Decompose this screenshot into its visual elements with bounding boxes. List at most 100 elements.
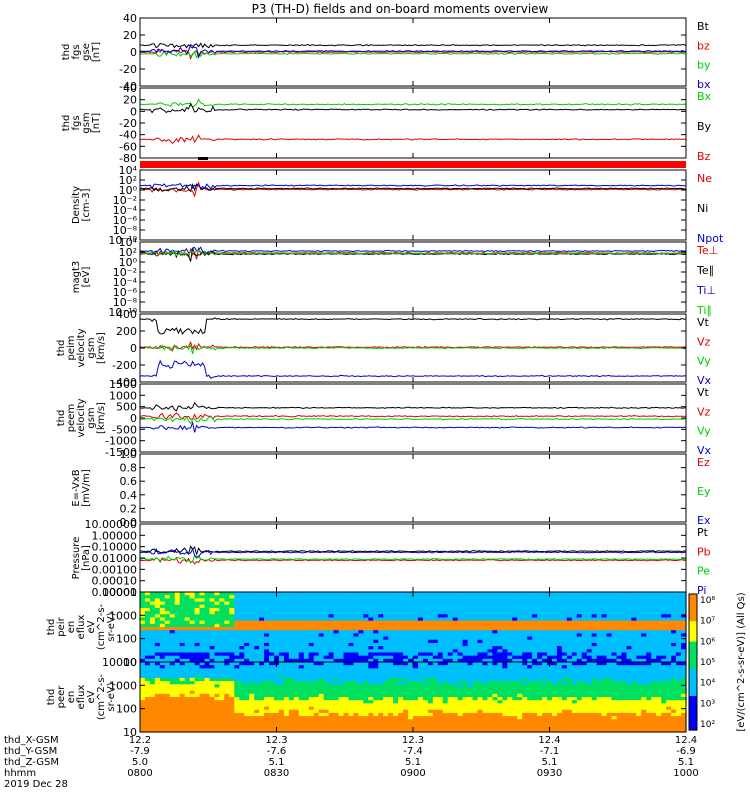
spectrogram-cell bbox=[542, 725, 548, 730]
legend-label: Vx bbox=[697, 444, 712, 457]
spectrogram-cell bbox=[413, 627, 419, 631]
spectrogram-cell bbox=[447, 709, 454, 714]
spectrogram-cell bbox=[368, 617, 374, 622]
spectrogram-cell bbox=[328, 630, 335, 634]
y-axis-label-line: fgs bbox=[71, 44, 82, 59]
y-axis-label-line: thd bbox=[61, 44, 72, 61]
spectrogram-cell bbox=[403, 627, 409, 631]
spectrogram-cell bbox=[681, 601, 687, 606]
spectrogram-cell bbox=[532, 639, 538, 644]
spectrogram-cell bbox=[512, 684, 518, 689]
spectrogram-cell bbox=[561, 700, 568, 704]
spectrogram-cell bbox=[467, 598, 474, 603]
spectrogram-cell bbox=[492, 636, 498, 641]
spectrogram-cell bbox=[621, 687, 628, 692]
spectrogram-cell bbox=[472, 687, 479, 692]
spectrogram-cell bbox=[144, 617, 151, 622]
spectrogram-cell bbox=[204, 684, 211, 689]
y-tick-label: -1000 bbox=[105, 435, 137, 448]
spectrogram-cell bbox=[611, 716, 618, 720]
spectrogram-cell bbox=[422, 636, 429, 641]
spectrogram-cell bbox=[144, 655, 151, 660]
spectrogram-cell bbox=[209, 642, 216, 647]
spectrogram-cell bbox=[274, 639, 280, 644]
spectrogram-cell bbox=[298, 614, 305, 619]
spectrogram-cell bbox=[571, 681, 578, 685]
spectrogram-cell bbox=[611, 633, 618, 638]
spectrogram-cell bbox=[606, 703, 613, 708]
spectrogram-cell bbox=[274, 709, 280, 714]
y-axis-label-line: velocity bbox=[76, 398, 87, 437]
spectrogram-cell bbox=[507, 716, 513, 720]
spectrogram-cell bbox=[283, 693, 290, 698]
spectrogram-cell bbox=[338, 592, 345, 596]
spectrogram-cell bbox=[164, 668, 171, 673]
spectrogram-cell bbox=[437, 709, 444, 714]
spectrogram-cell bbox=[259, 719, 265, 724]
spectrogram-cell bbox=[507, 642, 513, 647]
spectrogram-cell bbox=[467, 690, 474, 695]
spectrogram-cell bbox=[566, 595, 573, 599]
spectrogram-cell bbox=[368, 662, 374, 666]
spectrogram-cell bbox=[507, 687, 513, 692]
spectrogram-cell bbox=[621, 703, 628, 708]
spectrogram-cell bbox=[264, 658, 270, 663]
spectrogram-cell bbox=[254, 627, 260, 631]
spectrogram-cell bbox=[422, 700, 429, 704]
spectrogram-cell bbox=[447, 681, 454, 685]
spectrogram-cell bbox=[229, 671, 235, 676]
spectrogram-cell bbox=[581, 620, 588, 625]
spectrogram-cell bbox=[229, 687, 235, 692]
spectrogram-cell bbox=[303, 703, 310, 708]
spectrogram-cell bbox=[184, 598, 191, 603]
spectrogram-cell bbox=[611, 620, 618, 625]
y-tick-label: 10⁻⁶ bbox=[113, 214, 138, 227]
spectrogram-cell bbox=[140, 649, 146, 654]
spectrogram-cell bbox=[179, 703, 186, 708]
spectrogram-cell bbox=[333, 725, 340, 730]
spectrogram-cell bbox=[154, 592, 161, 596]
spectrogram-cell bbox=[209, 662, 216, 666]
spectrogram-cell bbox=[447, 677, 454, 682]
spectrogram-cell bbox=[323, 604, 330, 609]
spectrogram-cell bbox=[318, 611, 325, 615]
spectrogram-cell bbox=[358, 604, 364, 609]
spectrogram-cell bbox=[537, 611, 543, 615]
spectrogram-cell bbox=[313, 649, 320, 654]
spectrogram-cell bbox=[666, 617, 672, 622]
y-tick-label: -500 bbox=[112, 423, 137, 436]
spectrogram-cell bbox=[646, 595, 652, 599]
spectrogram-cell bbox=[318, 690, 325, 695]
spectrogram-cell bbox=[353, 716, 359, 720]
spectrogram-cell bbox=[368, 627, 374, 631]
spectrogram-cell bbox=[646, 592, 652, 596]
spectrogram-cell bbox=[408, 633, 414, 638]
spectrogram-cell bbox=[323, 716, 330, 720]
spectrogram-cell bbox=[219, 623, 225, 628]
spectrogram-cell bbox=[601, 639, 608, 644]
spectrogram-cell bbox=[199, 674, 206, 679]
spectrogram-cell bbox=[417, 595, 424, 599]
spectrogram-cell bbox=[447, 652, 454, 657]
spectrogram-cell bbox=[378, 592, 384, 596]
spectrogram-cell bbox=[144, 658, 151, 663]
spectrogram-cell bbox=[264, 595, 270, 599]
spectrogram-cell bbox=[140, 684, 146, 689]
spectrogram-cell bbox=[328, 642, 335, 647]
spectrogram-cell bbox=[522, 706, 528, 711]
spectrogram-cell bbox=[502, 601, 508, 606]
spectrogram-cell bbox=[174, 725, 181, 730]
spectrogram-cell bbox=[432, 592, 439, 596]
spectrogram-cell bbox=[671, 627, 677, 631]
spectrogram-cell bbox=[378, 728, 384, 733]
legend-label: By bbox=[697, 120, 712, 133]
spectrogram-cell bbox=[417, 677, 424, 682]
spectrogram-cell bbox=[234, 601, 240, 606]
spectrogram-cell bbox=[343, 611, 350, 615]
spectrogram-cell bbox=[378, 719, 384, 724]
spectrogram-cell bbox=[363, 649, 369, 654]
spectrogram-cell bbox=[462, 601, 469, 606]
spectrogram-cell bbox=[556, 674, 563, 679]
spectrogram-cell bbox=[333, 674, 340, 679]
spectrogram-cell bbox=[606, 728, 613, 733]
